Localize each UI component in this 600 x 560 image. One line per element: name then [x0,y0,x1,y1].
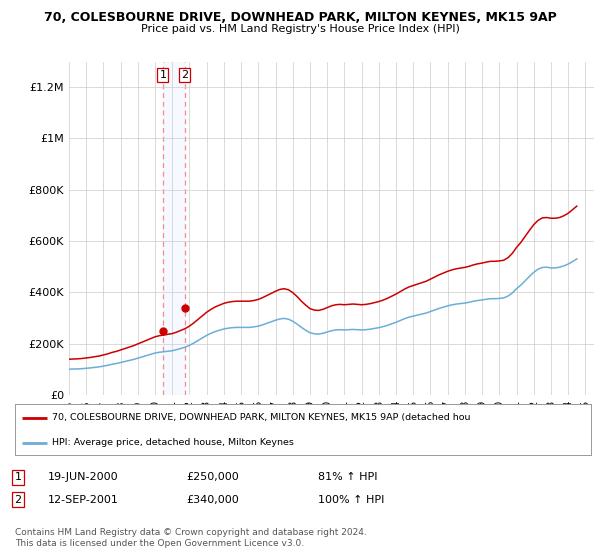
Text: 2: 2 [14,494,22,505]
Text: 19-JUN-2000: 19-JUN-2000 [48,472,119,482]
Text: 100% ↑ HPI: 100% ↑ HPI [318,494,385,505]
Text: £340,000: £340,000 [186,494,239,505]
Text: 70, COLESBOURNE DRIVE, DOWNHEAD PARK, MILTON KEYNES, MK15 9AP (detached hou: 70, COLESBOURNE DRIVE, DOWNHEAD PARK, MI… [52,413,471,422]
Text: £250,000: £250,000 [186,472,239,482]
Text: 1: 1 [160,70,166,80]
Bar [163,62,184,395]
Text: Price paid vs. HM Land Registry's House Price Index (HPI): Price paid vs. HM Land Registry's House … [140,24,460,34]
Text: 1: 1 [14,472,22,482]
Text: HPI: Average price, detached house, Milton Keynes: HPI: Average price, detached house, Milt… [52,438,295,447]
Text: 70, COLESBOURNE DRIVE, DOWNHEAD PARK, MILTON KEYNES, MK15 9AP: 70, COLESBOURNE DRIVE, DOWNHEAD PARK, MI… [44,11,556,24]
Text: Contains HM Land Registry data © Crown copyright and database right 2024.
This d: Contains HM Land Registry data © Crown c… [15,528,367,548]
Text: 81% ↑ HPI: 81% ↑ HPI [318,472,377,482]
Text: 2: 2 [181,70,188,80]
Text: 12-SEP-2001: 12-SEP-2001 [48,494,119,505]
